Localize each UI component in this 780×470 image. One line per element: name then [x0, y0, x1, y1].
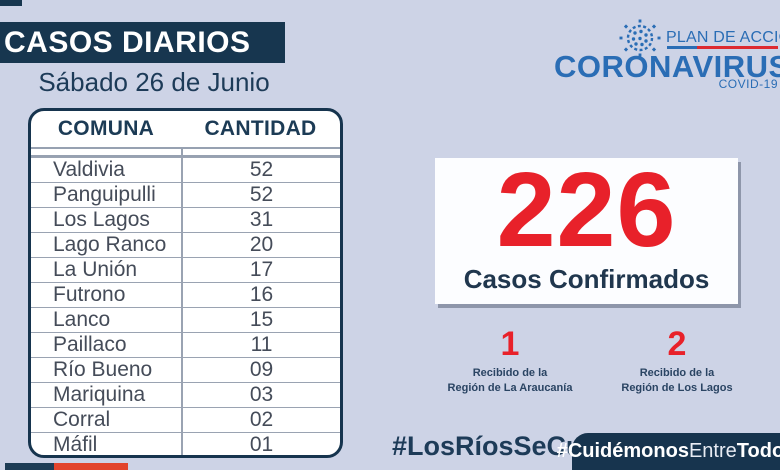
table-row: Mariquina 03: [31, 382, 340, 407]
logo-plan-text: PLAN DE ACCIÓN: [666, 29, 780, 46]
flag-bar-navy: [5, 463, 54, 470]
received-loslagos-count: 2: [667, 325, 687, 363]
report-date: Sábado 26 de Junio: [38, 67, 270, 97]
hashtag-cuidemonos-part3: Todos: [736, 440, 780, 462]
received-araucania: 1 Recibido de la Región de La Araucanía: [440, 327, 580, 397]
logo-covid19-text: COVID-19: [718, 77, 778, 91]
received-loslagos-line2: Región de Los Lagos: [621, 382, 733, 395]
confirmed-cases-card: 226 Casos Confirmados: [435, 151, 738, 304]
received-araucania-line1: Recibido de la: [472, 367, 548, 379]
table-row: Paillaco 11: [31, 332, 340, 357]
total-cases-value: 226: [496, 151, 677, 270]
received-loslagos-line1: Recibido de la: [639, 367, 715, 379]
hashtag-cuidemonos-part2: Entre: [688, 440, 737, 462]
logo-flag-underline: [667, 46, 778, 49]
received-araucania-line2: Región de La Araucanía: [447, 382, 573, 395]
virus-icon: [619, 19, 661, 57]
underline-red-segment: [697, 46, 778, 49]
banner-title: CASOS DIARIOS: [0, 22, 285, 63]
table-row: Los Lagos 31: [31, 207, 340, 232]
hashtag-cuidemonos-box: #CuidémonosEntreTodos: [557, 433, 780, 470]
table-header-row: COMUNA CANTIDAD: [31, 111, 340, 147]
corner-accent: [0, 0, 22, 6]
received-loslagos: 2 Recibido de la Región de Los Lagos: [607, 327, 747, 397]
table-row: Futrono 16: [31, 282, 340, 307]
flag-bar: [5, 463, 128, 470]
table-row: La Unión 17: [31, 257, 340, 282]
table-row: Valdivia 52: [31, 157, 340, 182]
table-row: Panguipulli 52: [31, 182, 340, 207]
logo-coronavirus-text: CORONAVIRUS: [554, 49, 780, 84]
table-row: Río Bueno 09: [31, 357, 340, 382]
hashtag-cuidemonos-part1: #Cuidémonos: [556, 440, 689, 462]
cases-table: COMUNA CANTIDAD Valdivia 52 Panguipulli 52…: [28, 108, 343, 458]
header-comuna: COMUNA: [57, 117, 155, 140]
received-araucania-count: 1: [500, 325, 520, 363]
underline-blue-segment: [667, 46, 697, 49]
flag-bar-red: [54, 463, 128, 470]
table-row: Corral 02: [31, 407, 340, 432]
table-row: Lanco 15: [31, 307, 340, 332]
header-cantidad: CANTIDAD: [204, 117, 317, 140]
table-row: Lago Ranco 20: [31, 232, 340, 257]
header-divider: [31, 147, 340, 157]
table-row: Máfil 01: [31, 432, 340, 455]
total-cases-label: Casos Confirmados: [463, 263, 710, 294]
